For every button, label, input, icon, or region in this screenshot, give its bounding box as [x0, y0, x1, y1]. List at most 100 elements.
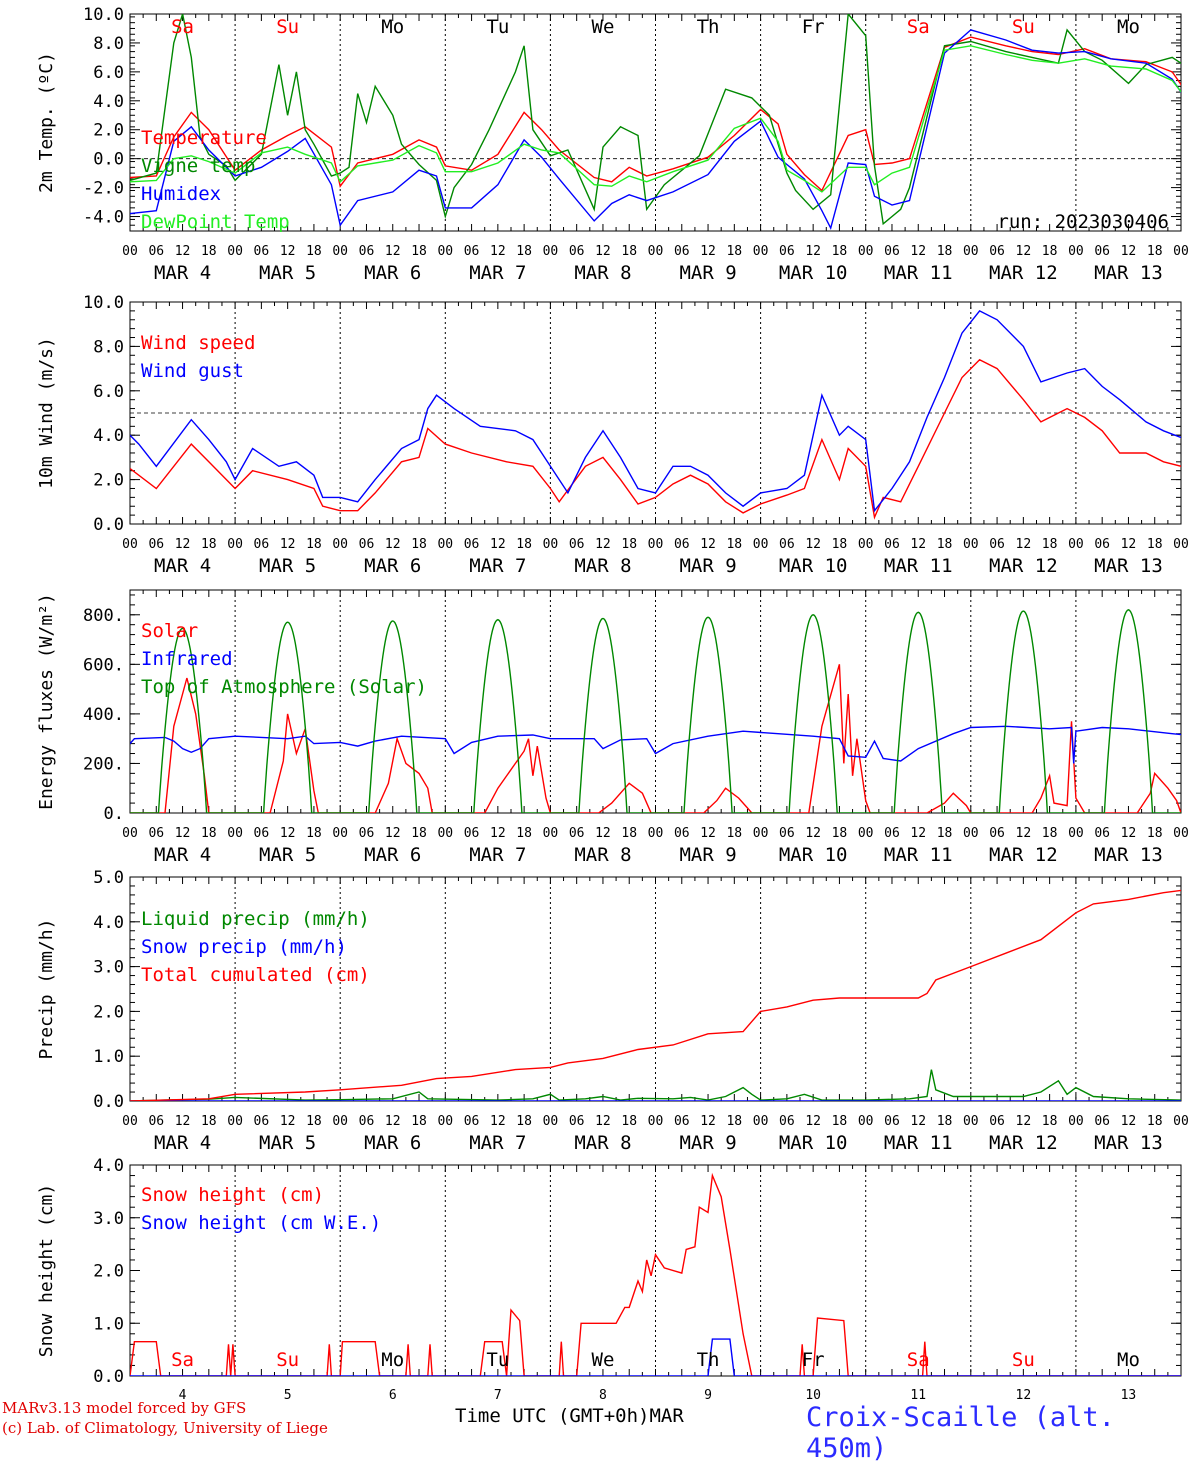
x-hour-label: 12	[490, 537, 506, 552]
weekday-label: Sa	[171, 16, 194, 38]
x-hour-label: 00	[1173, 1114, 1189, 1129]
y-tick-label: 5.0	[93, 868, 124, 888]
x-hour-label: 12	[700, 537, 716, 552]
x-hour-label: 12	[805, 826, 821, 841]
x-date-label: MAR 4	[154, 844, 211, 866]
series-line-top-of-atmosphere-solar-	[130, 609, 1181, 813]
x-date-label: MAR 9	[679, 262, 736, 284]
x-date-label: MAR 5	[259, 1132, 316, 1154]
x-hour-label: 00	[858, 826, 874, 841]
x-hour-label: 12	[700, 826, 716, 841]
x-hour-label: 18	[1042, 1114, 1058, 1129]
y-tick-label: -4.0	[83, 208, 124, 228]
x-hour-label: 00	[122, 537, 138, 552]
x-hour-label: 06	[674, 826, 690, 841]
legend-entry: Vigne temp	[141, 155, 255, 177]
x-hour-label: 06	[359, 537, 375, 552]
x-hour-label: 06	[464, 826, 480, 841]
y-tick-label: 800.	[83, 606, 124, 626]
x-hour-label: 18	[516, 244, 532, 259]
y-tick-label: 2.0	[93, 1002, 124, 1022]
x-date-label: MAR 6	[364, 844, 421, 866]
x-hour-label: 06	[359, 826, 375, 841]
weekday-label: Su	[1012, 16, 1035, 38]
x-hour-label: 00	[963, 537, 979, 552]
x-date-label: MAR 9	[679, 555, 736, 577]
x-hour-label: 06	[884, 826, 900, 841]
x-date-label: MAR 10	[779, 1132, 848, 1154]
x-hour-label: 00	[858, 1114, 874, 1129]
y-tick-label: 10.0	[83, 5, 124, 25]
x-hour-label: 06	[569, 537, 585, 552]
x-hour-label: 00	[753, 1114, 769, 1129]
series-line-snow-height-cm-w-e-	[130, 1338, 1181, 1376]
x-hour-label: 18	[1147, 244, 1163, 259]
x-hour-label: 12	[490, 826, 506, 841]
x-hour-label: 18	[306, 826, 322, 841]
x-hour-label: 18	[832, 1114, 848, 1129]
weekday-label: Fr	[802, 16, 825, 38]
x-date-label: MAR 7	[469, 262, 526, 284]
x-hour-label: 12	[805, 537, 821, 552]
x-hour-label: 06	[148, 826, 164, 841]
x-hour-label: 06	[779, 537, 795, 552]
x-hour-label: 00	[1173, 537, 1189, 552]
y-tick-label: 0.0	[93, 1367, 124, 1387]
panel-3: 0. 200. 400. 600. 800. Energy fluxes (W/m²) So…	[36, 589, 1189, 866]
x-hour-label: 00	[963, 1114, 979, 1129]
legend-entry: Wind speed	[141, 332, 255, 354]
x-hour-label: 00	[1068, 244, 1084, 259]
x-hour-label: 00	[753, 244, 769, 259]
x-hour-label: 00	[332, 826, 348, 841]
x-hour-label: 12	[805, 1114, 821, 1129]
x-hour-label: 06	[884, 244, 900, 259]
x-hour-label: 00	[1068, 537, 1084, 552]
x-date-label: MAR 7	[469, 844, 526, 866]
y-tick-label: 1.0	[93, 1314, 124, 1334]
x-hour-label: 18	[1042, 244, 1058, 259]
y-tick-label: 0.	[104, 804, 124, 824]
x-date-label: MAR 6	[364, 555, 421, 577]
x-date-label: MAR 12	[989, 844, 1058, 866]
x-hour-label: 06	[1094, 826, 1110, 841]
day-number-label: 4	[179, 1388, 187, 1403]
x-hour-label: 06	[464, 537, 480, 552]
x-hour-label: 12	[595, 244, 611, 259]
legend-entry: Humidex	[141, 183, 221, 205]
weekday-label: Mo	[1117, 16, 1140, 38]
day-number-label: 5	[284, 1388, 292, 1403]
x-hour-label: 06	[359, 1114, 375, 1129]
x-hour-label: 18	[621, 244, 637, 259]
x-hour-label: 18	[726, 537, 742, 552]
x-date-label: MAR 13	[1094, 262, 1163, 284]
series-group	[130, 609, 1181, 813]
x-hour-label: 06	[884, 1114, 900, 1129]
x-hour-label: 18	[1042, 826, 1058, 841]
x-hour-label: 12	[385, 826, 401, 841]
x-hour-label: 12	[700, 244, 716, 259]
legend-entry: Wind gust	[141, 360, 244, 382]
time-axis-title: Time UTC (GMT+0h)MAR	[455, 1405, 684, 1427]
series-group	[130, 14, 1181, 231]
x-hour-label: 18	[411, 244, 427, 259]
x-date-label: MAR 13	[1094, 555, 1163, 577]
day-number-label: 10	[805, 1388, 821, 1403]
x-hour-label: 00	[648, 537, 664, 552]
x-hour-label: 06	[569, 1114, 585, 1129]
series-line-infrared	[130, 725, 1181, 764]
x-date-label: MAR 13	[1094, 1132, 1163, 1154]
legend-entry: Snow height (cm)	[141, 1184, 324, 1206]
x-date-label: MAR 5	[259, 555, 316, 577]
lab-credit: (c) Lab. of Climatology, University of L…	[2, 1419, 328, 1437]
x-hour-label: 06	[569, 826, 585, 841]
x-hour-label: 06	[254, 1114, 270, 1129]
weekday-label: Tu	[486, 16, 509, 38]
x-hour-label: 18	[1147, 1114, 1163, 1129]
x-date-label: MAR 9	[679, 844, 736, 866]
x-hour-label: 06	[674, 244, 690, 259]
x-hour-label: 18	[726, 244, 742, 259]
series-line-dewpoint-temp	[130, 45, 1181, 193]
y-axis-label: 10m Wind (m/s)	[36, 337, 57, 489]
x-hour-label: 06	[1094, 1114, 1110, 1129]
